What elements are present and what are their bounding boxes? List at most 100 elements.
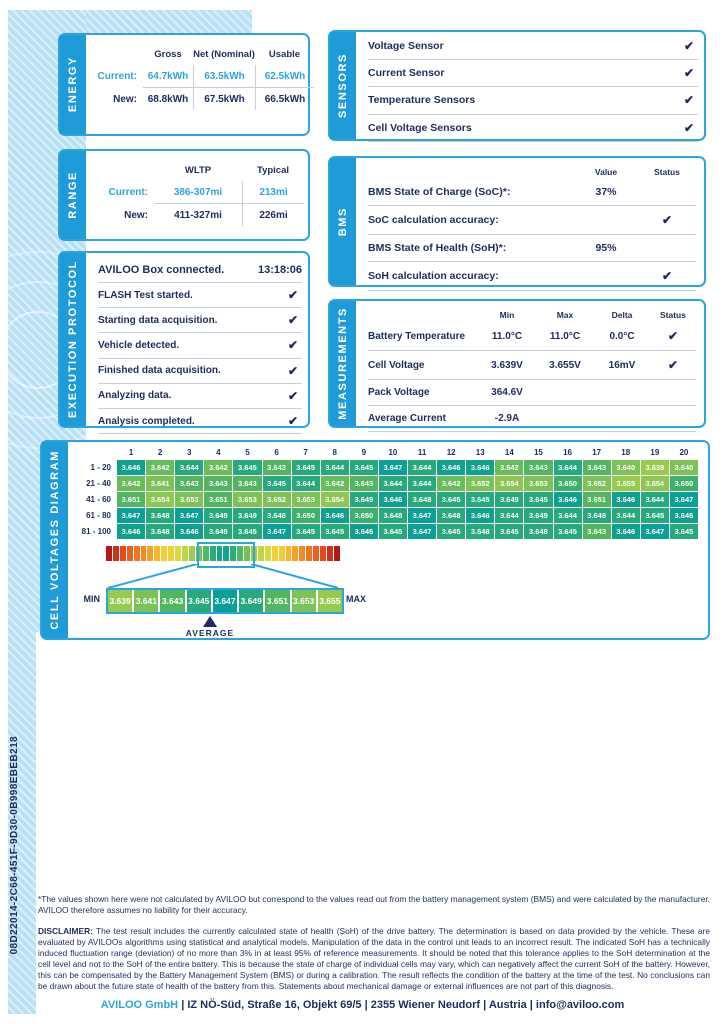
- scale-connector-lines: [107, 564, 339, 588]
- protocol-step-row: Analyzing data. ✔: [98, 384, 302, 409]
- report-serial-number: 08D22014-2C68-451F-9D30-0B998EBEB218: [9, 736, 20, 955]
- voltage-cell: 3.646: [611, 492, 640, 507]
- grid-column-header: 19: [650, 448, 660, 457]
- voltage-cell: 3.650: [553, 476, 582, 491]
- scale-segment: [181, 546, 188, 561]
- bms-value: [574, 206, 638, 235]
- protocol-step-label: Vehicle detected.: [98, 339, 180, 351]
- voltage-cell: 3.648: [408, 492, 437, 507]
- value-cell: 67.5kWh: [193, 88, 255, 110]
- check-icon: ✔: [683, 39, 694, 54]
- voltage-cell: 3.646: [175, 524, 204, 539]
- protocol-step-label: Finished data acquisition.: [98, 365, 221, 377]
- value-cell: 64.7kWh: [143, 65, 193, 88]
- voltage-cell: 3.647: [640, 524, 669, 539]
- voltage-scale-bar: [106, 546, 340, 561]
- grid-column-header: 17: [592, 448, 602, 457]
- scale-segment: [188, 546, 195, 561]
- measurement-value: -2.9A: [478, 406, 536, 432]
- voltage-cell: 3.647: [408, 524, 437, 539]
- value-cell: 66.5kWh: [255, 88, 314, 110]
- magnified-scale-cell: 3.649: [239, 590, 264, 612]
- column-header: Delta: [611, 310, 633, 320]
- range-body: WLTP Typical Current: 386-307mi 213mi New: 411…: [86, 151, 308, 239]
- measurement-label: Cell Voltage: [368, 351, 478, 380]
- voltage-cell: 3.648: [466, 524, 495, 539]
- voltage-cell: 3.644: [175, 460, 204, 475]
- voltage-cell: 3.642: [204, 460, 233, 475]
- voltage-cell: 3.645: [378, 524, 407, 539]
- scale-max-label: MAX: [346, 594, 366, 604]
- column-header: Typical: [256, 164, 290, 176]
- grid-column-header: 3: [187, 448, 192, 457]
- grid-row-label: 21 - 40: [86, 479, 111, 488]
- voltage-cell: 3.648: [146, 524, 175, 539]
- voltage-cell: 3.643: [204, 476, 233, 491]
- grid-row-label: 41 - 60: [86, 495, 111, 504]
- status-empty: [650, 380, 696, 406]
- voltage-cell: 3.649: [349, 492, 378, 507]
- check-icon: ✔: [683, 66, 694, 81]
- measurement-value: [536, 380, 594, 406]
- cell-voltages-tab: CELL VOLTAGES DIAGRAM: [42, 442, 68, 638]
- voltage-cell: 3.645: [495, 524, 524, 539]
- scale-segment: [320, 546, 326, 561]
- protocol-step-label: Analysis completed.: [98, 415, 195, 427]
- cell-voltages-title: CELL VOLTAGES DIAGRAM: [49, 450, 61, 630]
- value-cell: 68.8kWh: [147, 93, 189, 105]
- status-empty: [650, 406, 696, 432]
- voltage-cell: 3.646: [437, 460, 466, 475]
- execution-protocol-body: AVILOO Box connected. 13:18:06 FLASH Test …: [86, 253, 308, 435]
- scale-segment: [285, 546, 292, 561]
- voltage-cell: 3.645: [291, 460, 320, 475]
- voltage-cell: 3.648: [378, 508, 407, 523]
- check-icon: ✔: [638, 206, 696, 235]
- measurement-label: Battery Temperature: [368, 322, 478, 351]
- magnified-scale-row: 3.639 3.641 3.643 3.645 3.647 3.649 3.651 3.653…: [106, 588, 344, 614]
- voltage-cell: 3.644: [408, 476, 437, 491]
- voltage-cell: 3.642: [495, 460, 524, 475]
- execution-protocol-title: EXECUTION PROTOCOL: [67, 260, 79, 419]
- voltage-cell: 3.653: [291, 492, 320, 507]
- voltage-cell: 3.648: [262, 508, 291, 523]
- scale-segment: [209, 546, 216, 561]
- scale-segment: [271, 546, 278, 561]
- column-header: Usable: [268, 48, 301, 60]
- bms-value: [574, 262, 638, 291]
- grid-column-header: 10: [388, 448, 398, 457]
- range-tab: RANGE: [60, 151, 86, 239]
- protocol-first-label: AVILOO Box connected.: [98, 263, 225, 276]
- voltage-cell: 3.646: [466, 508, 495, 523]
- voltage-cell: 3.640: [669, 460, 698, 475]
- measurement-value: 0.0°C: [594, 322, 650, 351]
- protocol-step-row: Finished data acquisition. ✔: [98, 359, 302, 384]
- voltage-cell: 3.645: [262, 476, 291, 491]
- scale-segment: [313, 546, 320, 561]
- energy-title: ENERGY: [67, 56, 79, 113]
- sensors-title: SENSORS: [337, 53, 349, 118]
- grid-column-header: 6: [274, 448, 279, 457]
- column-header: Status: [654, 167, 680, 177]
- voltage-cell: 3.649: [524, 508, 553, 523]
- voltage-cell: 3.654: [495, 476, 524, 491]
- column-header: Value: [594, 167, 618, 177]
- sensor-row: Cell Voltage Sensors ✔: [368, 115, 698, 142]
- voltage-cell: 3.646: [320, 508, 349, 523]
- grid-column-header: 5: [245, 448, 250, 457]
- range-panel: RANGE WLTP Typical Current: 386-307mi 213mi N…: [58, 149, 310, 241]
- magnified-scale-cell: 3.643: [160, 590, 185, 612]
- voltage-cell: 3.643: [582, 460, 611, 475]
- voltage-cell: 3.643: [524, 460, 553, 475]
- check-icon: ✔: [287, 363, 298, 378]
- measurements-tab: MEASUREMENTS: [330, 301, 356, 426]
- voltage-cell: 3.646: [553, 492, 582, 507]
- scale-segment: [147, 546, 154, 561]
- scale-segment: [119, 546, 126, 561]
- voltage-cell: 3.641: [146, 476, 175, 491]
- voltage-cell: 3.648: [437, 508, 466, 523]
- voltage-cell: 3.643: [175, 476, 204, 491]
- scale-segment: [202, 546, 209, 561]
- sensor-row: Current Sensor ✔: [368, 60, 698, 88]
- voltage-cell: 3.646: [117, 460, 146, 475]
- cell-voltages-panel: CELL VOLTAGES DIAGRAM 1 2 3 4 5 6 7 8 9 10 11 12 13 1…: [40, 440, 710, 640]
